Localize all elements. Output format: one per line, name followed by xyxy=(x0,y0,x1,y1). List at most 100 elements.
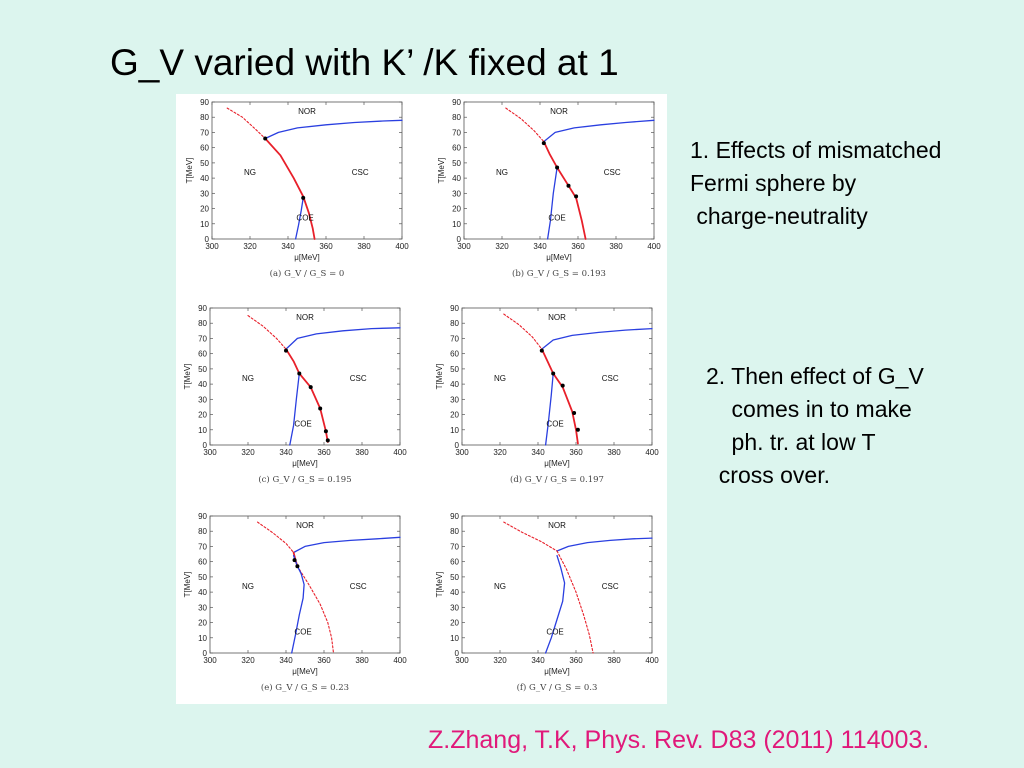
region-label-ng: NG xyxy=(242,374,254,383)
x-tick-label: 320 xyxy=(241,448,255,457)
y-tick-label: 40 xyxy=(198,380,207,389)
series-line-blue xyxy=(289,372,300,446)
plot-caption: (d) G_V / G_S = 0.197 xyxy=(510,474,604,485)
y-tick-label: 70 xyxy=(450,334,459,343)
y-tick-label: 70 xyxy=(452,128,461,137)
x-tick-label: 340 xyxy=(281,242,295,251)
y-tick-label: 60 xyxy=(198,558,207,567)
y-tick-label: 10 xyxy=(198,426,207,435)
x-tick-label: 400 xyxy=(395,242,409,251)
plot-frame xyxy=(209,307,401,446)
critical-point xyxy=(263,136,268,141)
phase-diagram-d: 300 320 340 360 380 400 0 10 20 30 40 50 60 70 80 90 μ[M… xyxy=(435,304,659,485)
phase-diagram-a: 300 320 340 360 380 400 0 10 20 30 40 50 60 70 80 90 μ[M… xyxy=(185,98,409,279)
x-tick-label: 400 xyxy=(647,242,661,251)
y-tick-label: 50 xyxy=(450,365,459,374)
y-tick-label: 30 xyxy=(450,603,459,612)
x-tick-label: 300 xyxy=(455,448,469,457)
series-line-dotted-red xyxy=(503,521,558,552)
series-line-red xyxy=(264,137,316,240)
x-tick-label: 360 xyxy=(569,656,583,665)
x-tick-label: 340 xyxy=(531,656,545,665)
region-label-csc: CSC xyxy=(602,374,619,383)
region-label-ng: NG xyxy=(494,374,506,383)
x-axis-label: μ[MeV] xyxy=(292,459,318,468)
x-tick-label: 380 xyxy=(357,242,371,251)
y-tick-label: 80 xyxy=(198,527,207,536)
plot-frame xyxy=(463,101,655,240)
region-label-ng: NG xyxy=(244,168,256,177)
y-tick-label: 20 xyxy=(198,619,207,628)
plot-caption: (f) G_V / G_S = 0.3 xyxy=(517,682,598,693)
x-axis-label: μ[MeV] xyxy=(544,459,570,468)
critical-point xyxy=(574,194,579,199)
region-label-nor: NOR xyxy=(548,313,566,322)
y-tick-label: 70 xyxy=(450,542,459,551)
y-tick-label: 30 xyxy=(198,395,207,404)
critical-point xyxy=(566,183,571,188)
y-tick-label: 70 xyxy=(198,334,207,343)
series-line-dotted-red xyxy=(505,107,545,143)
series-line-dotted-red xyxy=(556,550,594,654)
x-tick-label: 360 xyxy=(571,242,585,251)
x-axis-label: μ[MeV] xyxy=(294,253,320,262)
phase-diagram-b: 300 320 340 360 380 400 0 10 20 30 40 50 60 70 80 90 μ[M… xyxy=(437,98,661,279)
series-line-blue xyxy=(556,537,653,552)
x-tick-label: 360 xyxy=(317,448,331,457)
series-line-blue xyxy=(546,166,558,240)
y-tick-label: 90 xyxy=(198,304,207,313)
x-tick-label: 380 xyxy=(607,448,621,457)
y-tick-label: 50 xyxy=(200,159,209,168)
region-label-ng: NG xyxy=(494,582,506,591)
y-tick-label: 30 xyxy=(200,189,209,198)
y-tick-label: 20 xyxy=(450,619,459,628)
critical-point xyxy=(284,348,288,353)
region-label-coe: COE xyxy=(546,628,563,637)
y-tick-label: 0 xyxy=(455,441,460,450)
region-label-csc: CSC xyxy=(352,168,369,177)
y-tick-label: 0 xyxy=(203,649,208,658)
x-tick-label: 400 xyxy=(645,448,659,457)
y-tick-label: 40 xyxy=(198,588,207,597)
x-tick-label: 380 xyxy=(355,448,369,457)
critical-point xyxy=(560,383,565,388)
y-tick-label: 50 xyxy=(450,573,459,582)
critical-point xyxy=(575,427,580,432)
y-tick-label: 90 xyxy=(450,512,459,521)
x-axis-label: μ[MeV] xyxy=(546,253,572,262)
y-tick-label: 10 xyxy=(450,426,459,435)
y-tick-label: 40 xyxy=(450,588,459,597)
critical-point xyxy=(539,348,544,353)
y-axis-label: T[MeV] xyxy=(183,364,192,390)
x-axis-label: μ[MeV] xyxy=(292,667,318,676)
plot-caption: (c) G_V / G_S = 0.195 xyxy=(258,474,351,485)
series-line-blue xyxy=(264,119,403,140)
critical-point xyxy=(541,141,546,146)
y-tick-label: 60 xyxy=(200,144,209,153)
critical-point xyxy=(555,165,560,170)
y-tick-label: 10 xyxy=(452,220,461,229)
x-tick-label: 340 xyxy=(279,656,293,665)
x-tick-label: 300 xyxy=(457,242,471,251)
y-tick-label: 50 xyxy=(452,159,461,168)
region-label-csc: CSC xyxy=(602,582,619,591)
citation: Z.Zhang, T.K, Phys. Rev. D83 (2011) 1140… xyxy=(428,726,930,754)
x-tick-label: 300 xyxy=(203,656,217,665)
y-tick-label: 60 xyxy=(450,350,459,359)
y-tick-label: 40 xyxy=(450,380,459,389)
series-line-blue xyxy=(285,327,401,350)
y-tick-label: 60 xyxy=(198,350,207,359)
critical-point xyxy=(308,385,313,390)
y-axis-label: T[MeV] xyxy=(435,572,444,598)
y-tick-label: 20 xyxy=(452,205,461,214)
x-tick-label: 380 xyxy=(609,242,623,251)
y-tick-label: 70 xyxy=(198,542,207,551)
x-tick-label: 380 xyxy=(607,656,621,665)
series-line-dotted-red xyxy=(247,315,287,350)
critical-point xyxy=(295,564,300,569)
x-axis-label: μ[MeV] xyxy=(544,667,570,676)
y-tick-label: 10 xyxy=(198,634,207,643)
y-tick-label: 60 xyxy=(450,558,459,567)
series-line-blue xyxy=(291,554,305,654)
series-line-dotted-red xyxy=(296,565,335,654)
